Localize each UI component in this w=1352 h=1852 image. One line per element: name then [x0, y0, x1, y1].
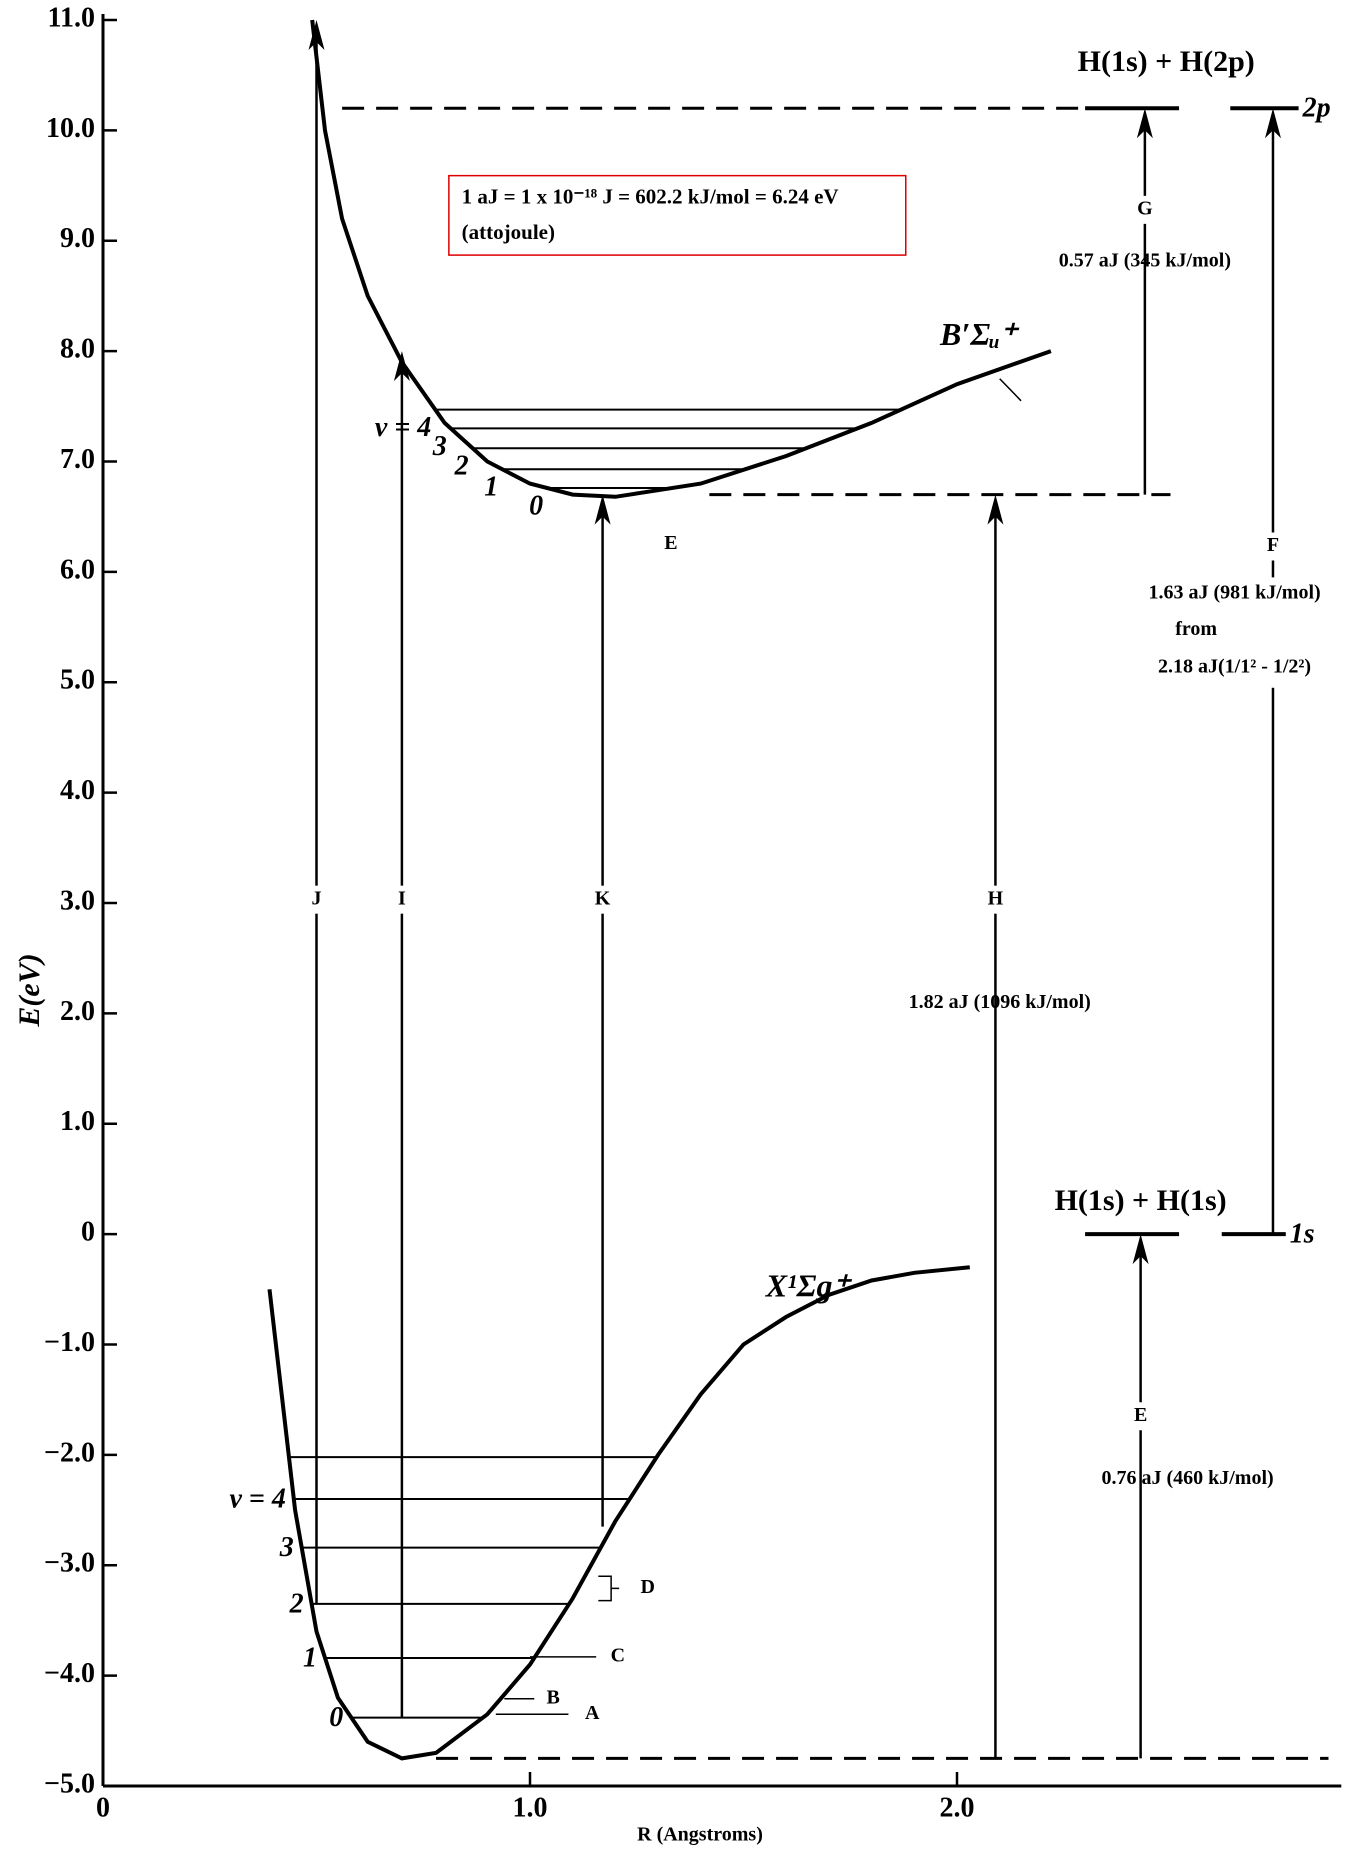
label-gap: [985, 885, 1006, 914]
limit-state: 1s: [1290, 1219, 1315, 1250]
label-gap: [1122, 577, 1352, 688]
y-tick-label: 7.0: [60, 444, 95, 475]
energy-note: from: [1175, 618, 1217, 640]
info-line: 1 aJ = 1 x 10⁻¹⁸ J = 602.2 kJ/mol = 6.24…: [462, 185, 839, 209]
label-gap: [391, 885, 412, 914]
curve-label: X¹Σg⁺: [765, 1268, 853, 1304]
energy-note: 0.57 aJ (345 kJ/mol): [1059, 249, 1231, 271]
y-tick-label: 11.0: [48, 2, 95, 33]
label-gap: [1130, 1402, 1151, 1431]
y-tick-label: −4.0: [44, 1658, 95, 1689]
level-label: 3: [279, 1532, 294, 1563]
y-tick-label: 4.0: [60, 775, 95, 806]
x-axis-label: R (Angstroms): [637, 1824, 763, 1846]
transition-label: B: [547, 1686, 560, 1708]
arrow-head: [393, 351, 410, 382]
y-tick-label: −3.0: [44, 1548, 95, 1579]
energy-note: 0.76 aJ (460 kJ/mol): [1101, 1467, 1273, 1489]
level-label: 0: [529, 490, 543, 521]
limit-state: 2p: [1302, 93, 1331, 124]
arrow-head: [1136, 108, 1153, 139]
arrow-label: E: [664, 532, 677, 554]
level-label: v = 4: [229, 1483, 285, 1514]
transition-label: D: [640, 1576, 654, 1598]
energy-note: 1.82 aJ (1096 kJ/mol): [909, 991, 1091, 1013]
info-box: [448, 174, 907, 256]
y-tick-label: 0: [81, 1217, 95, 1248]
arrow-label: K: [595, 887, 611, 909]
level-label: 0: [329, 1702, 343, 1733]
label-gap: [592, 885, 613, 914]
y-tick-label: 9.0: [60, 223, 95, 254]
y-tick-label: −5.0: [44, 1768, 95, 1799]
y-tick-label: 8.0: [60, 334, 95, 365]
y-axis-label: E(eV): [13, 953, 46, 1027]
limit-label: H(1s) + H(2p): [1078, 45, 1255, 78]
arrow-label: F: [1267, 534, 1279, 556]
level-label: 3: [432, 431, 447, 462]
info-line: (attojoule): [462, 220, 555, 244]
y-tick-label: 10.0: [46, 113, 95, 144]
label-gap: [306, 885, 327, 914]
arrow-head: [594, 494, 611, 525]
level-label: 2: [454, 451, 469, 482]
arrow-head: [1264, 108, 1281, 139]
transition-label: A: [585, 1702, 600, 1724]
arrow-label: H: [988, 887, 1004, 909]
y-tick-label: 1.0: [60, 1106, 95, 1137]
y-tick-label: 5.0: [60, 665, 95, 696]
x-tick-label: 0: [96, 1792, 110, 1823]
arrow-label: I: [398, 887, 406, 909]
x-tick-label: 1.0: [513, 1792, 548, 1823]
arrow-head: [987, 494, 1004, 525]
potential-curve: [267, 1265, 971, 1761]
limit-label: H(1s) + H(1s): [1055, 1184, 1227, 1217]
arrow-label: J: [312, 887, 322, 909]
bracket: [598, 1575, 620, 1602]
energy-note: 2.18 aJ(1/1² - 1/2²): [1158, 655, 1311, 677]
y-tick-label: 6.0: [60, 554, 95, 585]
transition-label: C: [611, 1644, 625, 1666]
potential-curve: [310, 19, 1052, 499]
arrow-label: E: [1134, 1404, 1147, 1426]
y-tick-label: −2.0: [44, 1437, 95, 1468]
level-label: 1: [484, 472, 498, 503]
level-label: 2: [289, 1588, 304, 1619]
curve-tick: [999, 378, 1022, 402]
arrow-head: [308, 20, 325, 50]
level-label: 1: [303, 1642, 317, 1673]
label-gap: [1262, 532, 1283, 561]
arrow-label: G: [1137, 197, 1153, 219]
y-tick-label: 2.0: [60, 996, 95, 1027]
y-tick-label: 3.0: [60, 885, 95, 916]
x-tick-label: 2.0: [940, 1792, 975, 1823]
y-tick-label: −1.0: [44, 1327, 95, 1358]
curve-label: B′Σᵤ⁺: [939, 316, 1020, 352]
arrow-head: [1132, 1234, 1149, 1265]
label-gap: [1134, 195, 1155, 224]
energy-note: 1.63 aJ (981 kJ/mol): [1148, 582, 1320, 604]
